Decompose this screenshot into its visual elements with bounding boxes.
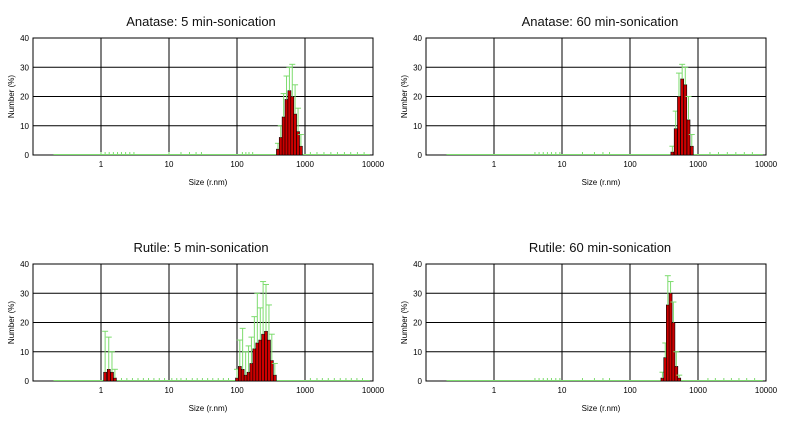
histogram-bar xyxy=(677,377,682,382)
y-tick-label: 30 xyxy=(20,289,29,298)
y-tick-label: 20 xyxy=(413,319,422,328)
histogram-bar xyxy=(264,330,268,382)
y-tick-label: 10 xyxy=(20,122,29,131)
histogram-bar xyxy=(273,374,277,382)
histogram-bar xyxy=(278,137,283,156)
histogram-bar xyxy=(299,145,303,156)
histogram-bar xyxy=(293,113,297,156)
x-axis-label: Size (r.nm) xyxy=(189,178,228,187)
x-tick-label: 10 xyxy=(558,160,567,169)
histogram-bar xyxy=(261,333,265,382)
histogram-bar xyxy=(680,78,684,156)
histogram-bar xyxy=(670,151,675,156)
y-tick-label: 40 xyxy=(20,34,29,43)
x-tick-label: 1 xyxy=(99,386,104,395)
histogram-bar xyxy=(246,371,251,382)
x-axis-label: Size (r.nm) xyxy=(582,404,621,413)
y-tick-label: 30 xyxy=(20,63,29,72)
y-axis-label: Number (%) xyxy=(400,301,409,344)
chart-rutile-5: 0 10 20 30 40 1 10 100 1000 10000 Size (r.nm) Numbe… xyxy=(7,260,385,413)
y-tick-label: 30 xyxy=(413,63,422,72)
x-tick-label: 10000 xyxy=(755,386,778,395)
histogram-bar xyxy=(255,342,260,382)
histogram-bar xyxy=(281,116,286,156)
histogram-bar xyxy=(287,90,292,156)
x-tick-label: 10000 xyxy=(755,160,778,169)
y-axis-label: Number (%) xyxy=(7,301,16,344)
x-axis-label: Size (r.nm) xyxy=(189,404,228,413)
y-tick-label: 0 xyxy=(25,377,30,386)
y-tick-label: 20 xyxy=(20,93,29,102)
histogram-bar xyxy=(673,128,678,156)
histogram-bar xyxy=(249,363,254,382)
x-axis-label: Size (r.nm) xyxy=(582,178,621,187)
x-tick-label: 10 xyxy=(558,386,567,395)
x-tick-label: 1000 xyxy=(296,160,314,169)
y-tick-label: 10 xyxy=(20,348,29,357)
x-tick-label: 1 xyxy=(99,160,104,169)
x-tick-label: 100 xyxy=(623,386,637,395)
histogram-bar xyxy=(677,96,681,156)
histogram-bar xyxy=(674,366,679,382)
chart-rutile-60: 0 10 20 30 40 1 10 100 1000 10000 Size (r.nm) Numbe… xyxy=(400,260,778,413)
x-tick-label: 1000 xyxy=(689,160,707,169)
y-tick-label: 40 xyxy=(413,34,422,43)
histogram-bar xyxy=(689,145,694,156)
y-tick-label: 20 xyxy=(20,319,29,328)
x-tick-label: 10 xyxy=(165,160,174,169)
histogram-bar xyxy=(267,339,271,382)
y-tick-label: 0 xyxy=(418,151,423,160)
histogram-bar xyxy=(243,374,248,382)
chart-title-anatase-60: Anatase: 60 min-sonication xyxy=(521,14,679,29)
histogram-bar xyxy=(240,369,245,382)
chart-title-rutile-60: Rutile: 60 min-sonication xyxy=(528,240,672,255)
y-tick-label: 40 xyxy=(413,260,422,269)
y-tick-label: 40 xyxy=(20,260,29,269)
histogram-bar xyxy=(252,348,257,382)
histogram-bar xyxy=(284,99,289,156)
chart-anatase-5: 0 10 20 30 40 1 10 100 1000 10000 Size (r.nm) Numbe… xyxy=(7,34,385,187)
histogram-bar xyxy=(683,84,688,156)
histogram-bar xyxy=(296,131,300,156)
x-tick-label: 100 xyxy=(623,160,637,169)
x-tick-label: 1 xyxy=(492,386,497,395)
y-tick-label: 10 xyxy=(413,348,422,357)
y-tick-label: 20 xyxy=(413,93,422,102)
chart-title-rutile-5: Rutile: 5 min-sonication xyxy=(133,240,269,255)
histogram-bar xyxy=(103,371,107,382)
histogram-bar xyxy=(686,119,691,156)
y-axis-label: Number (%) xyxy=(400,75,409,118)
y-tick-label: 0 xyxy=(418,377,423,386)
x-tick-label: 1000 xyxy=(296,386,314,395)
x-tick-label: 100 xyxy=(230,386,244,395)
histogram-bar xyxy=(106,369,111,382)
x-tick-label: 10 xyxy=(165,386,174,395)
y-axis-label: Number (%) xyxy=(7,75,16,118)
x-tick-label: 1000 xyxy=(689,386,707,395)
x-tick-label: 100 xyxy=(230,160,244,169)
y-tick-label: 10 xyxy=(413,122,422,131)
x-tick-label: 1 xyxy=(492,160,497,169)
histogram-bar xyxy=(110,371,114,382)
histogram-bar xyxy=(113,377,117,382)
chart-anatase-60: 0 10 20 30 40 1 10 100 1000 10000 Size (r.nm) Numbe… xyxy=(400,34,778,187)
chart-title-anatase-5: Anatase: 5 min-sonication xyxy=(126,14,276,29)
x-tick-label: 10000 xyxy=(362,386,385,395)
y-tick-label: 0 xyxy=(25,151,30,160)
y-tick-label: 30 xyxy=(413,289,422,298)
x-tick-label: 10000 xyxy=(362,160,385,169)
